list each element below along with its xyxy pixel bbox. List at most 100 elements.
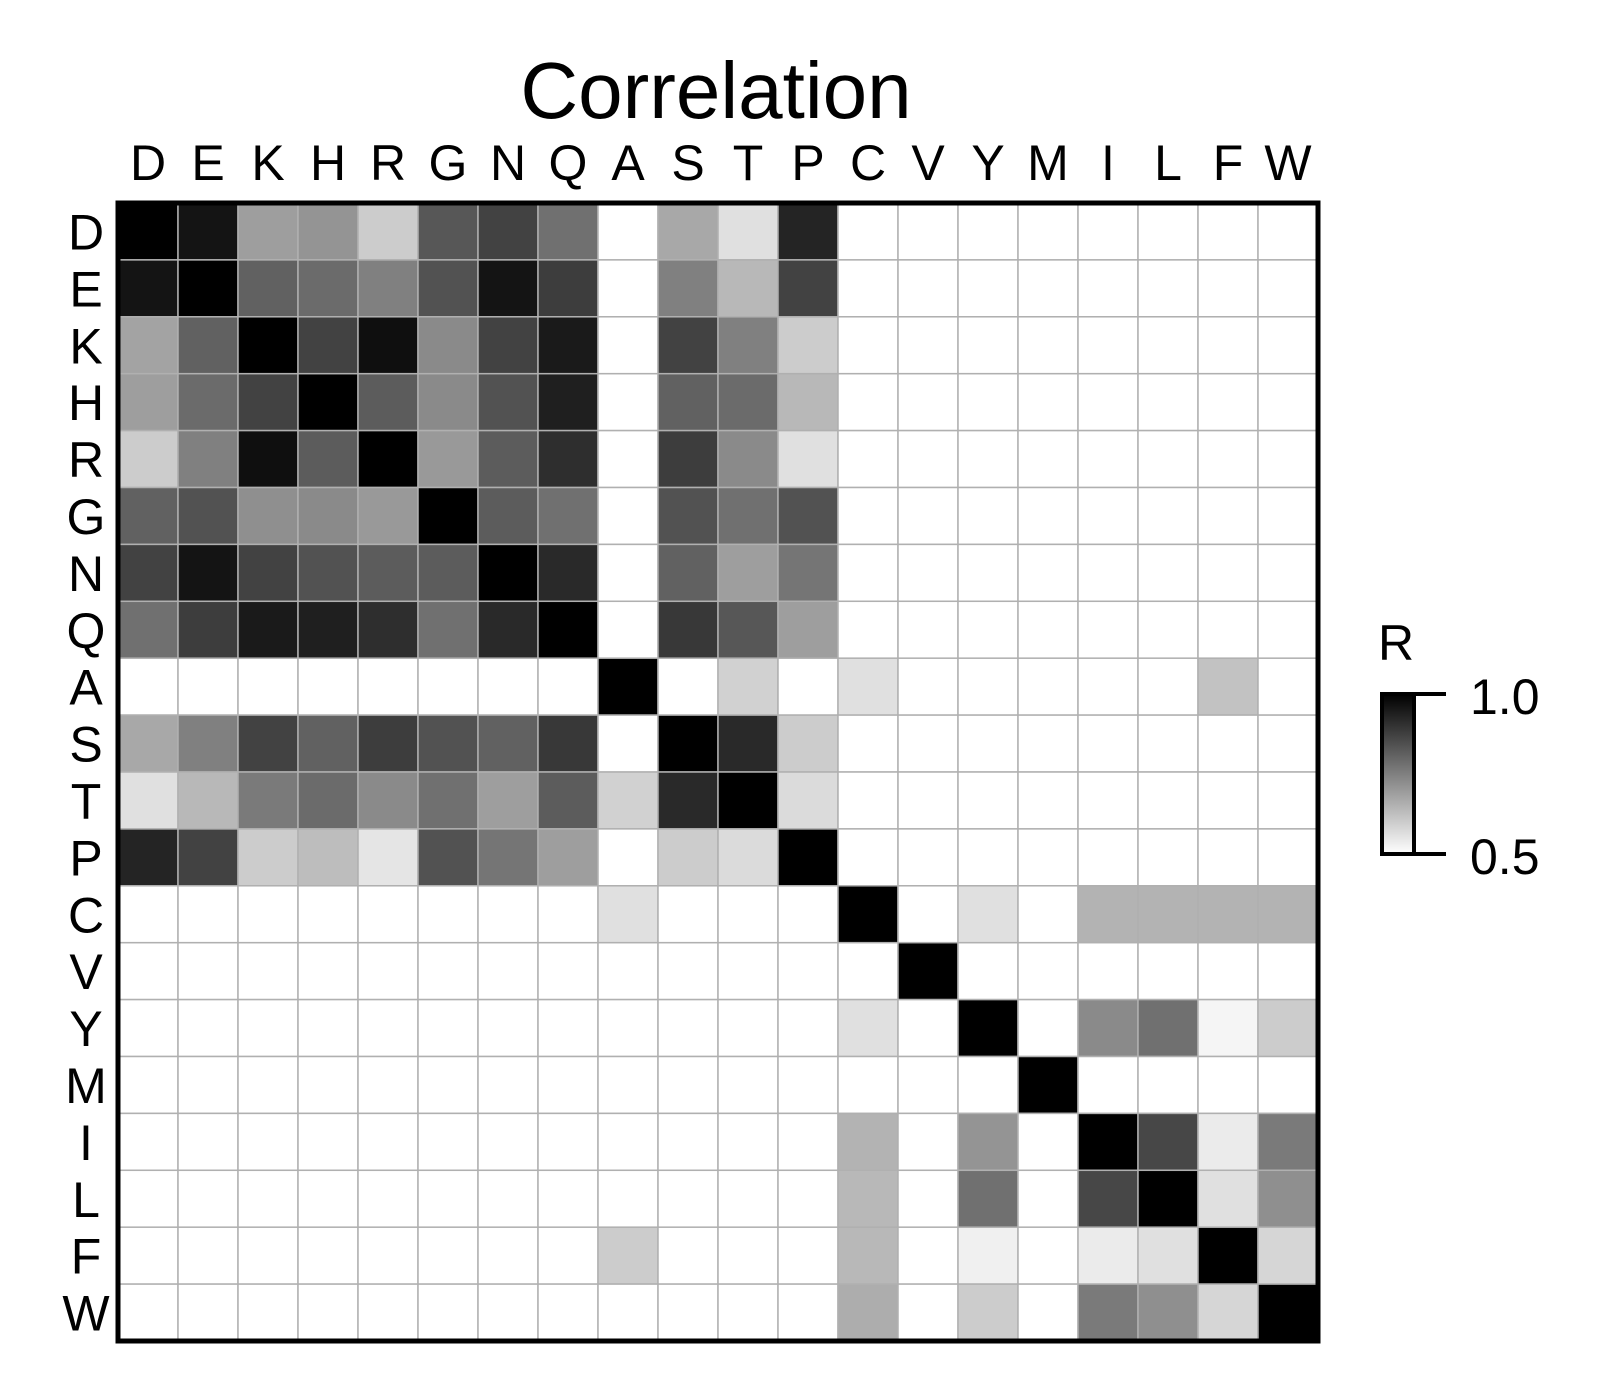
cell-F-V [897,1226,959,1285]
column-label-P: P [791,135,824,191]
cell-K-M [1017,316,1079,375]
cell-R-V [897,429,959,489]
cell-E-D [117,259,179,318]
cell-A-E [177,657,239,716]
cell-R-Y [957,429,1019,489]
cell-V-R [357,941,419,1001]
cell-E-E [177,259,239,318]
cell-H-E [177,372,239,432]
cell-W-M [1017,1283,1079,1342]
cell-T-W [1257,771,1319,830]
cell-F-I [1077,1226,1139,1285]
cell-T-V [897,771,959,830]
cell-C-W [1257,885,1319,944]
cell-C-C [837,885,899,944]
cell-C-I [1077,885,1139,944]
cell-K-S [657,316,719,375]
row-label-F: F [71,1229,102,1285]
cell-I-W [1257,1112,1319,1172]
cell-V-H [297,941,359,1001]
cell-W-Y [957,1283,1019,1342]
cell-T-D [117,771,179,830]
cell-K-E [177,316,239,375]
cell-T-Y [957,771,1019,830]
cell-S-E [177,714,239,773]
cell-K-T [717,316,779,375]
row-label-C: C [68,887,104,943]
cell-N-M [1017,543,1079,603]
cell-R-Q [537,429,599,489]
cell-R-I [1077,429,1139,489]
cell-D-I [1077,202,1139,261]
cell-S-H [297,714,359,773]
heatmap-frame [115,200,1321,1344]
cell-F-E [177,1226,239,1285]
column-label-S: S [671,135,704,191]
cell-C-L [1137,885,1199,944]
cell-P-K [237,828,299,887]
cell-S-Q [537,714,599,773]
cell-D-H [297,202,359,261]
cell-S-R [357,714,419,773]
cell-C-H [297,885,359,944]
cell-K-K [237,316,299,375]
cell-A-N [477,657,539,716]
cell-P-F [1197,828,1259,887]
cell-A-G [417,657,479,716]
cell-E-I [1077,259,1139,318]
cell-P-A [597,828,659,887]
cell-Y-F [1197,998,1259,1058]
cell-I-Y [957,1112,1019,1172]
cell-Q-A [597,600,659,659]
cell-I-A [597,1112,659,1172]
cell-R-E [177,429,239,489]
cell-G-L [1137,486,1199,546]
cell-T-H [297,771,359,830]
cell-M-R [357,1055,419,1115]
cell-M-K [237,1055,299,1115]
cell-K-D [117,316,179,375]
cell-K-Q [537,316,599,375]
cell-F-H [297,1226,359,1285]
cell-Y-T [717,998,779,1058]
cell-N-D [117,543,179,603]
cell-Y-E [177,998,239,1058]
cell-W-W [1257,1283,1319,1342]
cell-Y-M [1017,998,1079,1058]
cell-P-I [1077,828,1139,887]
cell-T-A [597,771,659,830]
cell-G-A [597,486,659,546]
cell-K-C [837,316,899,375]
cell-A-H [297,657,359,716]
cell-Q-T [717,600,779,659]
cell-H-P [777,372,839,432]
cell-R-G [417,429,479,489]
cell-F-W [1257,1226,1319,1285]
cell-V-P [777,941,839,1001]
cell-R-L [1137,429,1199,489]
cell-T-R [357,771,419,830]
cell-P-V [897,828,959,887]
cell-K-I [1077,316,1139,375]
cell-I-I [1077,1112,1139,1172]
cell-A-S [657,657,719,716]
cell-H-M [1017,372,1079,432]
cell-P-S [657,828,719,887]
row-label-T: T [71,773,102,829]
cell-C-Q [537,885,599,944]
cell-I-T [717,1112,779,1172]
cell-Q-N [477,600,539,659]
cell-E-V [897,259,959,318]
cell-M-W [1257,1055,1319,1115]
cell-E-F [1197,259,1259,318]
cell-V-Q [537,941,599,1001]
cell-Q-D [117,600,179,659]
cell-Q-F [1197,600,1259,659]
column-label-R: R [370,135,406,191]
cell-Y-G [417,998,479,1058]
cell-W-N [477,1283,539,1342]
column-label-A: A [611,135,645,191]
cell-I-N [477,1112,539,1172]
cell-M-F [1197,1055,1259,1115]
